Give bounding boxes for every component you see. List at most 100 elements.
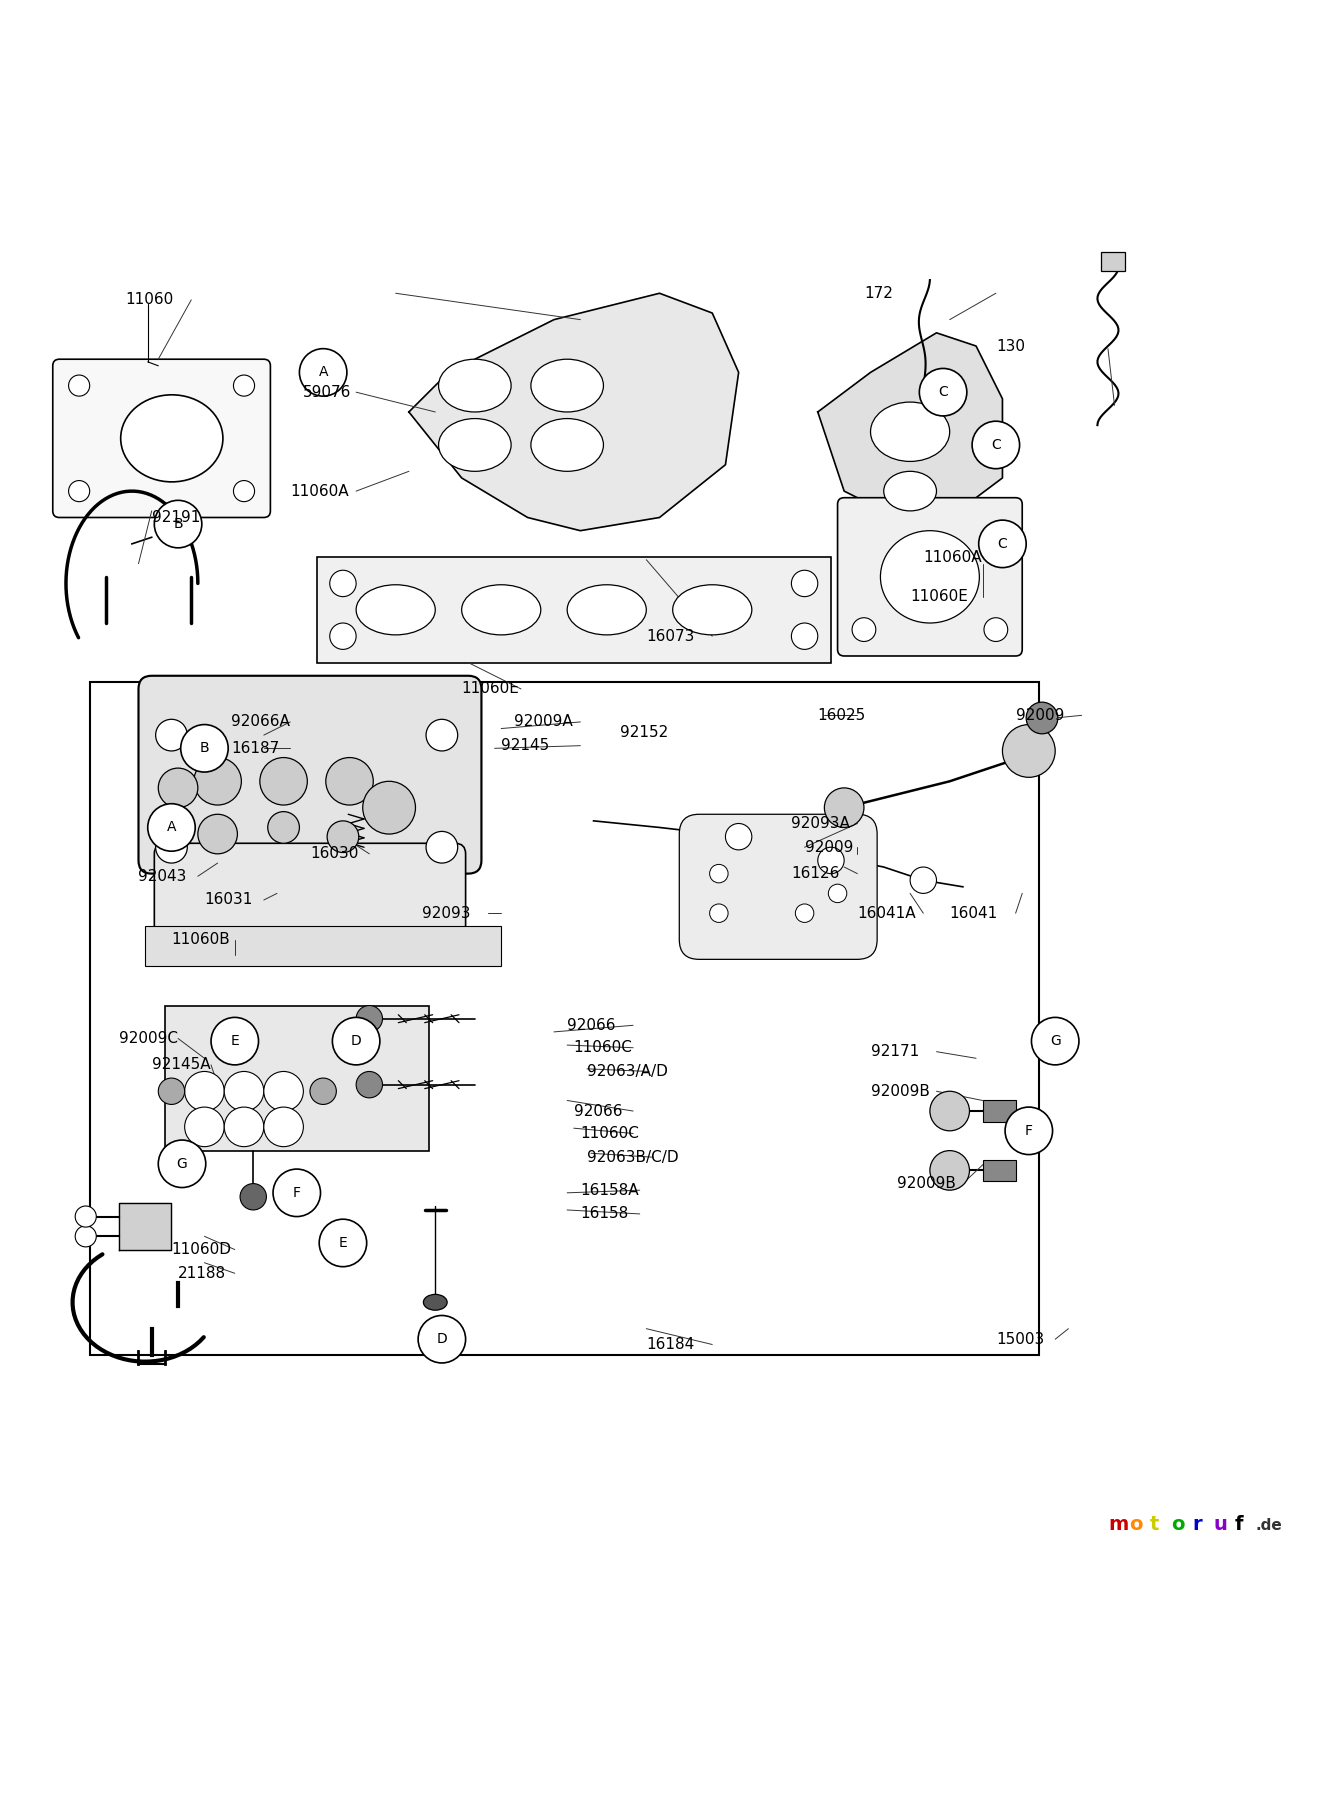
Text: m: m bbox=[1108, 1516, 1128, 1534]
Ellipse shape bbox=[530, 360, 603, 412]
Circle shape bbox=[75, 1226, 96, 1247]
FancyBboxPatch shape bbox=[838, 499, 1022, 655]
Circle shape bbox=[198, 814, 237, 853]
Circle shape bbox=[1031, 1017, 1079, 1066]
Text: B: B bbox=[199, 742, 210, 756]
Bar bbox=[317, 556, 831, 662]
Text: C: C bbox=[991, 437, 1001, 452]
Text: 92063B/C/D: 92063B/C/D bbox=[587, 1150, 678, 1165]
Circle shape bbox=[332, 1017, 380, 1066]
Text: G: G bbox=[177, 1157, 187, 1170]
Ellipse shape bbox=[423, 1294, 447, 1310]
Text: E: E bbox=[231, 1035, 239, 1048]
Bar bbox=[983, 1159, 1016, 1181]
Text: 172: 172 bbox=[864, 286, 893, 301]
Text: 92009B: 92009B bbox=[897, 1175, 956, 1192]
Ellipse shape bbox=[567, 585, 646, 635]
Text: C: C bbox=[938, 385, 948, 400]
Text: 92145A: 92145A bbox=[152, 1057, 210, 1073]
FancyBboxPatch shape bbox=[53, 360, 270, 517]
Circle shape bbox=[69, 481, 90, 502]
Bar bbox=[165, 1006, 429, 1150]
Text: F: F bbox=[1025, 1123, 1033, 1138]
Text: 92009: 92009 bbox=[1016, 707, 1064, 724]
Circle shape bbox=[264, 1107, 303, 1147]
Bar bbox=[983, 1100, 1016, 1121]
Circle shape bbox=[224, 1107, 264, 1147]
Text: t: t bbox=[1150, 1516, 1159, 1534]
Circle shape bbox=[795, 904, 814, 922]
Circle shape bbox=[260, 758, 307, 805]
Circle shape bbox=[158, 1078, 185, 1105]
Text: B: B bbox=[173, 517, 183, 531]
Circle shape bbox=[194, 758, 241, 805]
Circle shape bbox=[330, 623, 356, 650]
Circle shape bbox=[984, 617, 1008, 641]
Ellipse shape bbox=[438, 419, 510, 472]
Text: 21188: 21188 bbox=[178, 1265, 226, 1282]
Text: 92093: 92093 bbox=[422, 905, 471, 920]
Circle shape bbox=[268, 812, 299, 842]
Circle shape bbox=[181, 725, 228, 772]
Text: 16184: 16184 bbox=[646, 1337, 695, 1352]
Circle shape bbox=[75, 1206, 96, 1228]
Circle shape bbox=[710, 904, 728, 922]
Text: G: G bbox=[1050, 1035, 1060, 1048]
Circle shape bbox=[919, 369, 967, 416]
Circle shape bbox=[910, 868, 936, 893]
Text: 16025: 16025 bbox=[818, 707, 867, 724]
Circle shape bbox=[264, 1071, 303, 1111]
Polygon shape bbox=[119, 1204, 171, 1249]
Polygon shape bbox=[818, 333, 1002, 517]
Text: D: D bbox=[437, 1332, 447, 1346]
Text: 16041A: 16041A bbox=[857, 905, 915, 920]
Text: 59076: 59076 bbox=[303, 385, 352, 400]
Circle shape bbox=[972, 421, 1020, 468]
Text: 92066: 92066 bbox=[574, 1103, 623, 1118]
Text: 15003: 15003 bbox=[996, 1332, 1045, 1346]
Text: D: D bbox=[351, 1035, 361, 1048]
Text: 130: 130 bbox=[996, 338, 1025, 353]
Text: F: F bbox=[293, 1186, 301, 1201]
Circle shape bbox=[818, 848, 844, 873]
Circle shape bbox=[930, 1091, 969, 1130]
Text: 11060B: 11060B bbox=[171, 932, 231, 947]
Circle shape bbox=[828, 884, 847, 902]
FancyBboxPatch shape bbox=[679, 814, 877, 959]
Text: u: u bbox=[1213, 1516, 1228, 1534]
FancyBboxPatch shape bbox=[138, 675, 481, 873]
Text: 11060C: 11060C bbox=[574, 1040, 633, 1055]
Ellipse shape bbox=[356, 585, 435, 635]
Text: 11060C: 11060C bbox=[580, 1127, 640, 1141]
Circle shape bbox=[426, 720, 458, 751]
Text: 16158A: 16158A bbox=[580, 1183, 638, 1197]
Bar bbox=[1101, 252, 1125, 270]
Circle shape bbox=[1026, 702, 1058, 734]
Text: 11060E: 11060E bbox=[910, 589, 968, 605]
Circle shape bbox=[791, 623, 818, 650]
Text: 92009B: 92009B bbox=[871, 1084, 930, 1098]
Circle shape bbox=[211, 1017, 259, 1066]
Circle shape bbox=[710, 864, 728, 882]
Text: 11060D: 11060D bbox=[171, 1242, 231, 1256]
Circle shape bbox=[725, 823, 752, 850]
Text: 16073: 16073 bbox=[646, 628, 695, 644]
Circle shape bbox=[418, 1316, 466, 1363]
Circle shape bbox=[224, 1071, 264, 1111]
Circle shape bbox=[356, 1071, 383, 1098]
Circle shape bbox=[319, 1219, 367, 1267]
Ellipse shape bbox=[884, 472, 936, 511]
Circle shape bbox=[233, 481, 255, 502]
Circle shape bbox=[154, 500, 202, 547]
Text: 11060E: 11060E bbox=[462, 682, 520, 697]
Text: 16187: 16187 bbox=[231, 742, 280, 756]
Ellipse shape bbox=[462, 585, 541, 635]
Circle shape bbox=[930, 1150, 969, 1190]
Text: 16126: 16126 bbox=[791, 866, 840, 882]
Circle shape bbox=[1002, 725, 1055, 778]
Text: E: E bbox=[339, 1237, 347, 1249]
Text: r: r bbox=[1192, 1516, 1202, 1534]
Text: 92171: 92171 bbox=[871, 1044, 919, 1058]
Text: 92009C: 92009C bbox=[119, 1031, 178, 1046]
Circle shape bbox=[158, 769, 198, 808]
